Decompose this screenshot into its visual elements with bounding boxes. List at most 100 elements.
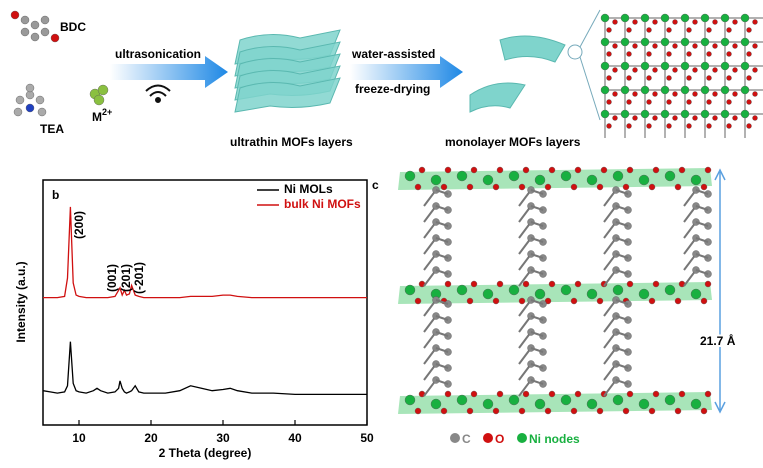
atom [456,394,468,406]
x-tick-label: 10 [72,431,86,445]
atom [664,394,676,406]
atom [732,91,738,97]
atom [626,75,632,81]
atom [596,183,604,191]
atom [586,288,598,300]
atom [700,61,710,71]
atom [544,407,552,415]
legend-swatch [450,433,460,443]
atom [518,407,526,415]
atom [680,61,690,71]
atom [672,19,678,25]
atom [700,183,708,191]
monolayer [499,35,566,63]
atom [30,20,40,30]
atom [93,94,105,106]
atom [700,297,708,305]
bond [530,331,544,337]
metal-label: M2+ [92,107,112,124]
atom [626,166,634,174]
monolayer [469,82,526,113]
bond [530,299,544,305]
bond [615,379,629,385]
atom [646,123,652,129]
bond [530,315,544,321]
atom [522,280,530,288]
atom [534,398,546,410]
atom [606,75,612,81]
bond [615,205,629,211]
bond [530,253,544,259]
atom [496,390,504,398]
atom [690,288,702,300]
atom [600,37,610,47]
atom [606,123,612,129]
atom [652,390,660,398]
atom [570,183,578,191]
atom [732,67,738,73]
atom [660,37,670,47]
atom [652,280,660,288]
atom [496,280,504,288]
atom [596,407,604,415]
atom [25,103,35,113]
atom [680,109,690,119]
atom [522,390,530,398]
atom [746,75,752,81]
atom [638,174,650,186]
atom [492,183,500,191]
atom [652,43,658,49]
bond [530,237,544,243]
bond [530,205,544,211]
bdc-label: BDC [60,20,86,34]
zoom-line [579,56,601,121]
atom [706,27,712,33]
atom [678,280,686,288]
atom [692,91,698,97]
atom [732,43,738,49]
atom [752,115,758,121]
atom [534,288,546,300]
atom [548,390,556,398]
atom [444,166,452,174]
atom [746,27,752,33]
atom [660,85,670,95]
plot-frame [42,179,368,426]
atom [606,51,612,57]
atom [740,61,750,71]
atom [466,183,474,191]
atom [508,394,520,406]
atom [674,183,682,191]
bond [695,253,709,259]
atom [646,75,652,81]
atom [508,284,520,296]
atom [664,170,676,182]
spacing-label: 21.7 Å [700,333,736,348]
atom [632,115,638,121]
atom [404,394,416,406]
ni-layer [398,168,712,190]
step2-label: water-assisted [351,47,435,61]
atom [700,37,710,47]
tea-label: TEA [40,122,64,136]
bond [435,363,449,369]
atom [692,43,698,49]
atom [692,67,698,73]
atom [50,33,60,43]
bond [615,237,629,243]
atom [570,407,578,415]
atom [652,19,658,25]
metal-charge: 2+ [102,107,112,117]
panel-label: b [52,188,59,202]
atom [648,297,656,305]
arrow [350,56,463,88]
atom [418,390,426,398]
atom [620,61,630,71]
atom [732,115,738,121]
x-tick-label: 40 [288,431,302,445]
atom [640,109,650,119]
atom [586,174,598,186]
arrow [110,56,228,88]
spacing-arrowheads [714,168,726,414]
